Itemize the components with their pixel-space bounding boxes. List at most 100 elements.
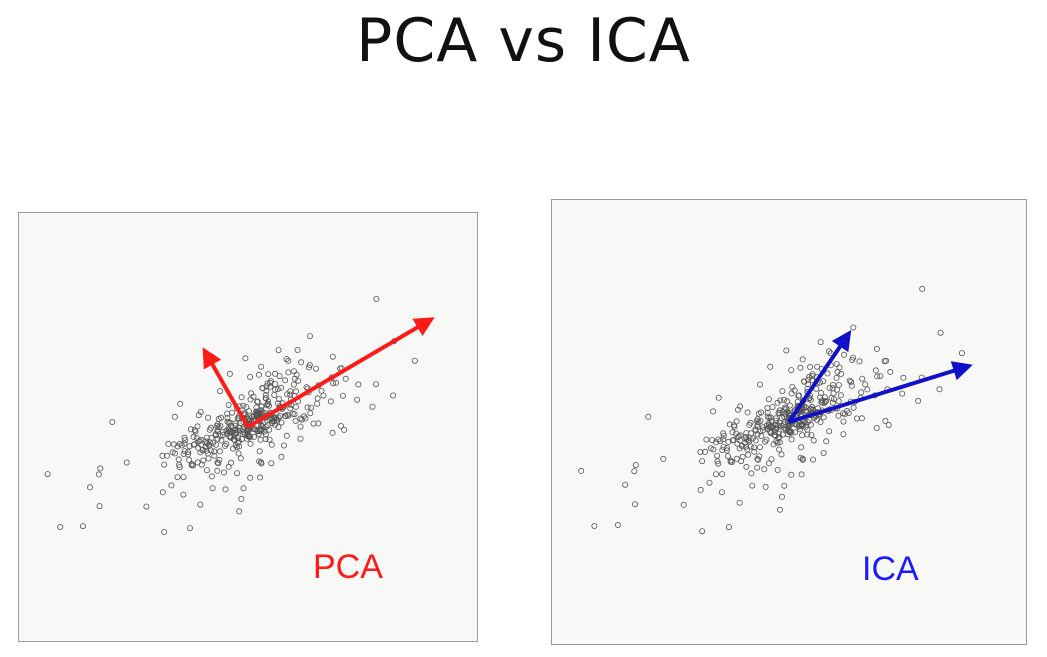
data-point (272, 370, 279, 377)
data-point (729, 429, 736, 436)
data-point (856, 358, 863, 365)
data-point (275, 414, 282, 421)
data-point (236, 508, 243, 515)
data-point (829, 381, 836, 388)
data-point (779, 388, 786, 395)
data-point (799, 356, 806, 363)
data-point (769, 404, 776, 411)
data-point (168, 482, 175, 489)
data-point (257, 474, 264, 481)
data-point (268, 460, 275, 467)
data-point (294, 346, 301, 353)
data-point (733, 455, 740, 462)
data-point (284, 391, 291, 398)
data-point (303, 384, 310, 391)
data-point (87, 484, 94, 491)
data-point (186, 456, 193, 463)
data-point (699, 528, 706, 535)
data-point (710, 408, 717, 415)
data-point (767, 414, 774, 421)
data-point (240, 429, 247, 436)
data-point (829, 399, 836, 406)
data-point (873, 424, 880, 431)
data-point (680, 501, 687, 508)
data-point (900, 374, 907, 381)
data-point (769, 424, 776, 431)
data-point (178, 442, 185, 449)
data-point (181, 448, 188, 455)
data-point (369, 403, 376, 410)
data-point (840, 418, 847, 425)
data-point (190, 462, 197, 469)
data-point (171, 450, 178, 457)
data-point (258, 422, 265, 429)
data-point (841, 351, 848, 358)
data-point (226, 370, 233, 377)
component-vector-arrow-1 (788, 361, 973, 424)
data-point (190, 433, 197, 440)
data-point (743, 429, 750, 436)
data-point (801, 378, 808, 385)
data-point (622, 481, 629, 488)
data-point (314, 400, 321, 407)
data-point (807, 405, 814, 412)
data-point (697, 448, 704, 455)
data-point (308, 404, 315, 411)
data-point (709, 437, 716, 444)
data-point (238, 495, 245, 502)
data-point (235, 450, 242, 457)
data-point (802, 423, 809, 430)
data-point (764, 413, 771, 420)
data-point (720, 430, 727, 437)
data-point (820, 414, 827, 421)
data-point (789, 383, 796, 390)
data-point (737, 403, 744, 410)
data-point (631, 468, 638, 475)
data-point (277, 384, 284, 391)
data-point (298, 359, 305, 366)
data-point (290, 381, 297, 388)
data-point (283, 356, 290, 363)
data-point (763, 436, 770, 443)
data-point (186, 443, 193, 450)
data-point (728, 458, 735, 465)
data-point (254, 398, 261, 405)
data-point (159, 452, 166, 459)
data-point (726, 421, 733, 428)
data-point (776, 446, 783, 453)
data-point (850, 354, 857, 361)
data-point (915, 397, 922, 404)
data-point (255, 371, 262, 378)
page-title: PCA vs ICA (356, 6, 691, 76)
data-point (203, 438, 210, 445)
data-point (332, 379, 339, 386)
data-point (180, 474, 187, 481)
data-point (745, 451, 752, 458)
data-point (706, 479, 713, 486)
data-point (823, 438, 830, 445)
data-point (752, 426, 759, 433)
data-point (881, 358, 888, 365)
data-point (232, 429, 239, 436)
data-point (834, 368, 841, 375)
pca-scatter-plot (44, 296, 435, 535)
data-point (660, 455, 667, 462)
data-point (161, 528, 168, 535)
data-point (177, 400, 184, 407)
data-point (297, 435, 304, 442)
data-point (795, 392, 802, 399)
data-point (818, 389, 825, 396)
data-point (320, 392, 327, 399)
data-point (825, 348, 832, 355)
data-point (759, 427, 766, 434)
data-point (859, 375, 866, 382)
data-point (180, 450, 187, 457)
data-point (109, 418, 116, 425)
data-point (701, 448, 708, 455)
data-point (327, 398, 334, 405)
data-point (312, 365, 319, 372)
data-point (256, 448, 263, 455)
data-point (285, 369, 292, 376)
data-point (354, 396, 361, 403)
data-point (203, 434, 210, 441)
